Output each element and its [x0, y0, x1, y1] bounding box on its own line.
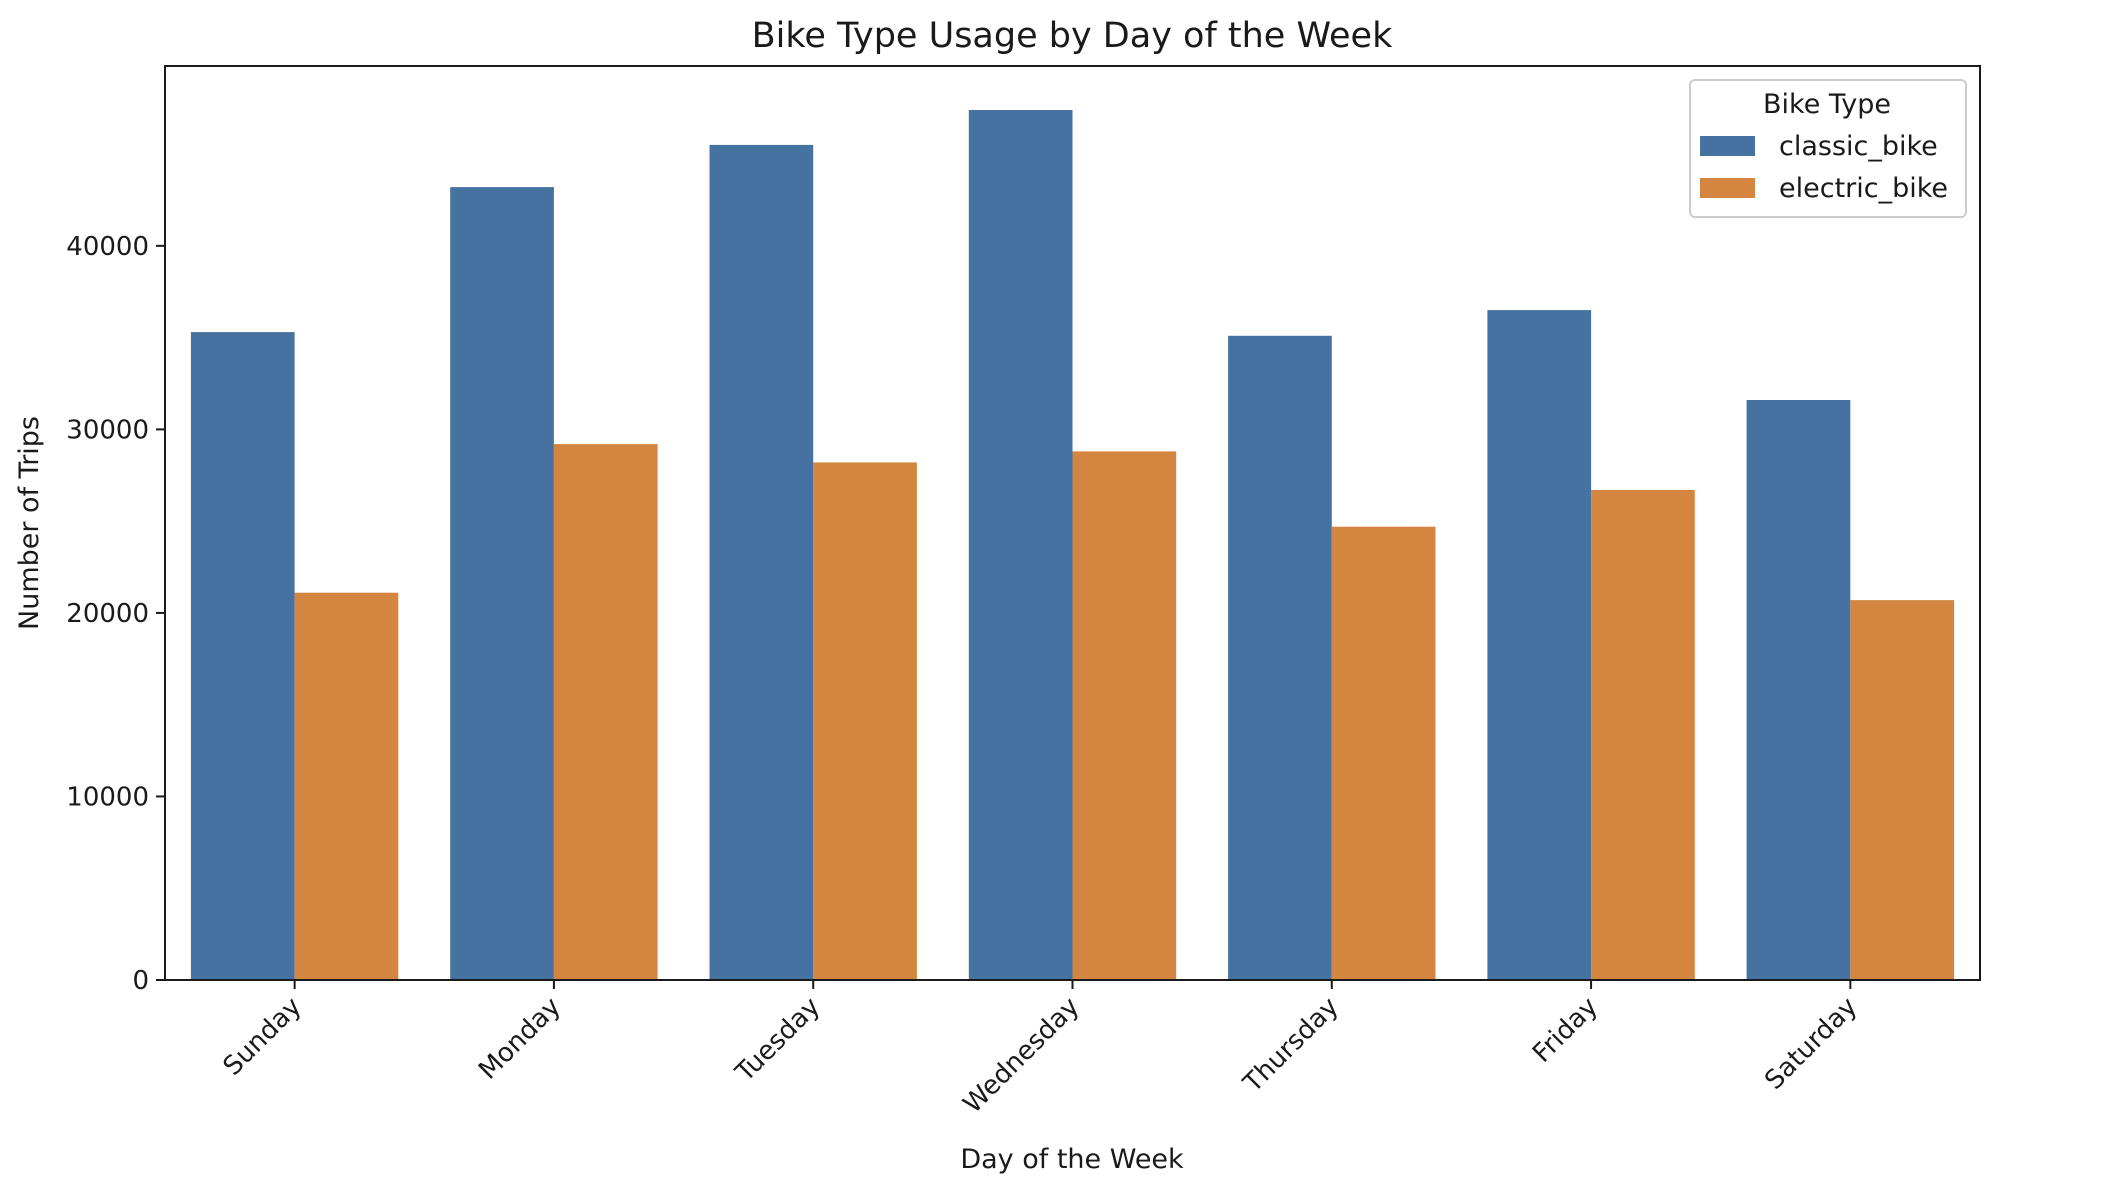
bar-classic_bike-thursday: [1228, 335, 1332, 980]
y-tick-label: 30000: [66, 415, 149, 445]
legend-label-electric: electric_bike: [1779, 173, 1948, 204]
x-tick-label-tuesday: Tuesday: [729, 992, 826, 1089]
legend-title: Bike Type: [1763, 89, 1891, 120]
bar-classic_bike-sunday: [190, 332, 295, 981]
x-tick-label-saturday: Saturday: [1759, 992, 1863, 1096]
legend: Bike Type classic_bike electric_bike: [1689, 79, 1967, 218]
bar-classic_bike-tuesday: [709, 144, 814, 980]
bar-classic_bike-friday: [1487, 310, 1592, 981]
legend-swatch-electric: [1700, 178, 1755, 198]
bar-electric_bike-monday: [553, 444, 658, 981]
x-tick-label-thursday: Thursday: [1237, 992, 1344, 1099]
legend-label-classic: classic_bike: [1779, 131, 1938, 162]
bar-classic_bike-monday: [450, 187, 554, 981]
x-tick-label-sunday: Sunday: [218, 992, 308, 1082]
x-tick-label-friday: Friday: [1527, 992, 1604, 1069]
y-axis: 0 10000 20000 30000 40000: [66, 232, 165, 996]
y-tick-label: 20000: [66, 599, 149, 629]
bar-classic_bike-saturday: [1746, 400, 1851, 980]
bar-electric_bike-wednesday: [1072, 451, 1177, 980]
plot-area: [190, 110, 1955, 981]
chart-title: Bike Type Usage by Day of the Week: [752, 16, 1393, 56]
x-axis: Sunday Monday Tuesday Wednesday Thursday Frid…: [218, 980, 1863, 1120]
x-tick-label-wednesday: Wednesday: [958, 992, 1086, 1120]
bar-electric_bike-tuesday: [813, 462, 917, 980]
x-axis-label: Day of the Week: [960, 1144, 1184, 1175]
legend-box: [1689, 79, 1967, 218]
y-tick-label: 40000: [66, 232, 149, 262]
bar-electric_bike-friday: [1591, 490, 1695, 980]
y-tick-label: 0: [132, 966, 149, 996]
bar-classic_bike-wednesday: [968, 110, 1073, 980]
legend-swatch-classic: [1700, 136, 1755, 156]
bar-electric_bike-thursday: [1331, 526, 1436, 980]
bar-electric_bike-saturday: [1850, 600, 1955, 980]
bar-electric_bike-sunday: [294, 592, 399, 980]
y-axis-label: Number of Trips: [14, 416, 45, 630]
x-tick-label-monday: Monday: [473, 992, 567, 1086]
y-tick-label: 10000: [66, 782, 149, 812]
